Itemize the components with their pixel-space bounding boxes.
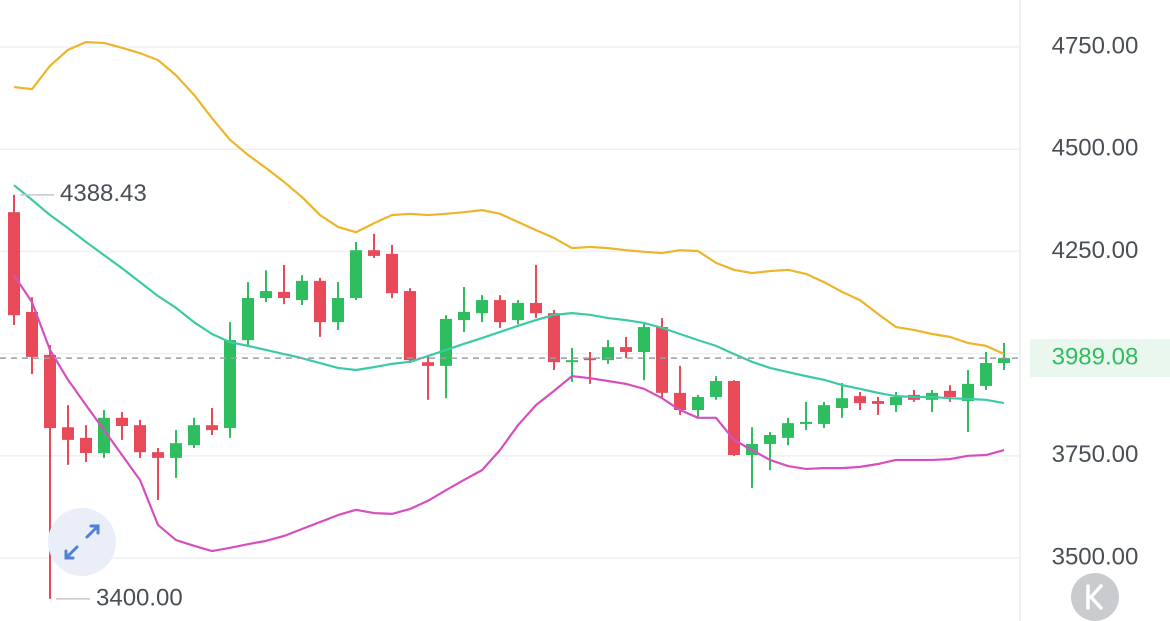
candle-body	[422, 362, 434, 366]
candle-body	[602, 347, 614, 361]
last-price-bg	[1030, 339, 1170, 378]
kline-button-bg[interactable]	[1071, 573, 1119, 621]
candle-body	[584, 358, 596, 361]
y-tick-label: 4750.00	[1052, 32, 1139, 59]
candle-body	[872, 401, 884, 404]
candle-body	[44, 354, 56, 429]
candle-body	[890, 396, 902, 406]
candle-body	[116, 417, 128, 426]
candle-body	[440, 318, 452, 366]
candle-body	[854, 396, 866, 404]
candle-body	[674, 392, 686, 411]
candle-body	[656, 327, 668, 393]
candle-body	[458, 311, 470, 321]
y-tick-label: 4500.00	[1052, 135, 1139, 162]
candle-body	[8, 212, 20, 316]
max-price-label: 4388.43	[60, 180, 147, 207]
candle-body	[998, 358, 1010, 364]
candle-body	[242, 298, 254, 341]
candle-body	[368, 250, 380, 256]
candle-body	[710, 381, 722, 397]
candle-body	[386, 253, 398, 294]
band-line	[13, 184, 1005, 405]
candle-body	[548, 313, 560, 363]
candle-body	[944, 390, 956, 397]
candle-body	[206, 425, 218, 431]
marks-layer	[8, 41, 1010, 599]
last-price-label: 3989.08	[1052, 343, 1139, 370]
candle-body	[152, 452, 164, 458]
candle-body	[764, 434, 776, 444]
expand-icon[interactable]	[64, 524, 100, 560]
band-line	[13, 41, 1005, 356]
candle-body	[512, 302, 524, 321]
candle-body	[314, 280, 326, 323]
candle-body	[26, 311, 38, 357]
y-tick-label: 4250.00	[1052, 237, 1139, 264]
candle-body	[80, 437, 92, 453]
candle-body	[188, 425, 200, 446]
candle-body	[818, 405, 830, 424]
candle-body	[728, 381, 740, 456]
candle-body	[782, 423, 794, 438]
kline-icon[interactable]	[1086, 584, 1103, 610]
candle-body	[404, 291, 416, 361]
kline-button[interactable]	[1071, 573, 1119, 621]
grid-layer: 3500.003750.004000.004250.004500.004750.…	[0, 32, 1138, 570]
candle-body	[260, 291, 272, 299]
candle-body	[962, 383, 974, 402]
candle-body	[620, 347, 632, 352]
expand-button[interactable]	[48, 508, 116, 576]
candle-body	[278, 291, 290, 299]
min-price-label: 3400.00	[96, 584, 183, 611]
candle-body	[134, 425, 146, 453]
candle-body	[170, 443, 182, 458]
candle-body	[62, 427, 74, 440]
candle-body	[224, 340, 236, 429]
y-tick-label: 3750.00	[1052, 441, 1139, 468]
expand-button-bg[interactable]	[48, 508, 116, 576]
candle-body	[530, 302, 542, 314]
candle-body	[836, 398, 848, 409]
candle-body	[350, 250, 362, 299]
candle-body	[692, 396, 704, 411]
candle-body	[800, 421, 812, 424]
candle-body	[566, 360, 578, 363]
candle-body	[980, 363, 992, 386]
candle-body	[638, 327, 650, 352]
candle-body	[494, 300, 506, 323]
band-line	[13, 274, 1005, 553]
overlay-layer: 4388.43 3400.00 3989.08	[0, 180, 1170, 611]
candle-body	[476, 300, 488, 314]
candle-body	[332, 298, 344, 323]
candle-body	[296, 280, 308, 301]
y-tick-label: 3500.00	[1052, 543, 1139, 570]
